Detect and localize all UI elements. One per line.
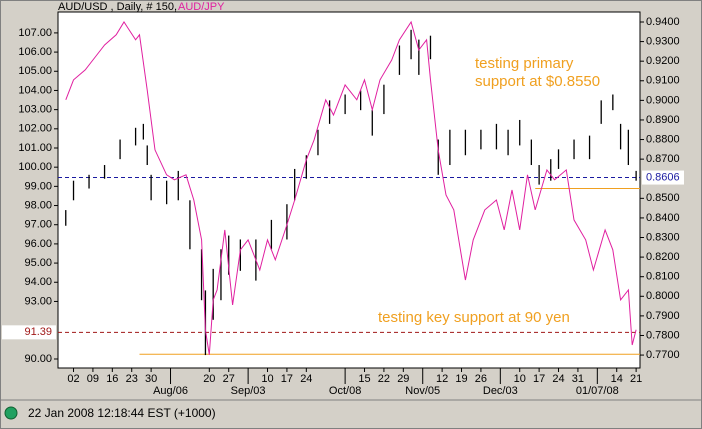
reference-label-box [642,170,684,185]
y2-tick-label: 0.8300 [646,231,680,243]
y-tick-label: 103.00 [18,104,52,116]
y2-tick-label: 0.8000 [646,290,680,302]
x-tick-label: 12 [436,373,448,385]
y-tick-label: 94.00 [24,276,52,288]
x-tick-label: 20 [203,373,215,385]
x-tick-label: 09 [87,373,99,385]
x-tick-label: 27 [223,373,235,385]
reference-label: 0.8606 [646,171,680,183]
jpy-line [65,20,637,355]
y2-tick-label: 0.7700 [646,349,680,361]
y-tick-label: 97.00 [24,219,52,231]
reference-label: 91.39 [24,326,52,338]
y2-tick-label: 0.7900 [646,310,680,322]
x-major-label: 01/07/08 [576,385,619,397]
x-tick-label: 10 [514,373,526,385]
status-light [4,406,18,420]
x-major-label: Dec/03 [483,385,518,397]
y2-tick-label: 0.9200 [646,55,680,67]
reference-label-box [2,325,56,340]
annotation: testing primary [475,55,574,72]
x-tick-label: 14 [611,373,623,385]
y2-tick-label: 0.9400 [646,16,680,28]
y-tick-label: 107.00 [18,27,52,39]
y-tick-label: 90.00 [24,353,52,365]
y2-tick-label: 0.8800 [646,133,680,145]
header-symbol: AUD/USD , Daily, # 150, [58,1,177,13]
x-major-label: Nov/05 [405,385,440,397]
x-tick-label: 21 [630,373,642,385]
x-tick-label: 19 [455,373,467,385]
y2-tick-label: 0.9100 [646,75,680,87]
y2-tick-label: 0.8700 [646,153,680,165]
x-tick-label: 24 [552,373,564,385]
y2-tick-label: 0.8200 [646,251,680,263]
y-tick-label: 95.00 [24,257,52,269]
y-tick-label: 96.00 [24,238,52,250]
y-tick-label: 93.00 [24,295,52,307]
y-tick-label: 98.00 [24,199,52,211]
x-major-label: Sep/03 [231,385,266,397]
y2-tick-label: 0.8900 [646,114,680,126]
y-tick-label: 106.00 [18,46,52,58]
y2-tick-label: 0.8400 [646,212,680,224]
annotation: testing key support at 90 yen [378,309,570,326]
y2-tick-label: 0.9300 [646,35,680,47]
y-tick-label: 102.00 [18,123,52,135]
y-tick-label: 99.00 [24,180,52,192]
x-tick-label: 24 [300,373,312,385]
y-tick-label: 101.00 [18,142,52,154]
status-text: 22 Jan 2008 12:18:44 EST (+1000) [28,406,216,420]
x-tick-label: 22 [378,373,390,385]
x-major-label: Aug/06 [153,385,188,397]
x-tick-label: 29 [397,373,409,385]
y2-tick-label: 0.9000 [646,94,680,106]
x-tick-label: 10 [261,373,273,385]
y2-tick-label: 0.7800 [646,329,680,341]
x-tick-label: 26 [475,373,487,385]
annotation: support at $0.8550 [475,73,600,90]
y-tick-label: 100.00 [18,161,52,173]
x-tick-label: 23 [126,373,138,385]
y-tick-label: 104.00 [18,84,52,96]
x-tick-label: 17 [533,373,545,385]
x-major-label: Oct/08 [329,385,361,397]
x-tick-label: 31 [572,373,584,385]
x-tick-label: 02 [67,373,79,385]
y2-tick-label: 0.8500 [646,192,680,204]
x-tick-label: 16 [106,373,118,385]
x-tick-label: 15 [358,373,370,385]
x-tick-label: 30 [145,373,157,385]
header-overlay: AUD/JPY [178,1,225,13]
plot-area [57,11,641,369]
y2-tick-label: 0.8100 [646,271,680,283]
x-tick-label: 17 [281,373,293,385]
y-tick-label: 105.00 [18,65,52,77]
